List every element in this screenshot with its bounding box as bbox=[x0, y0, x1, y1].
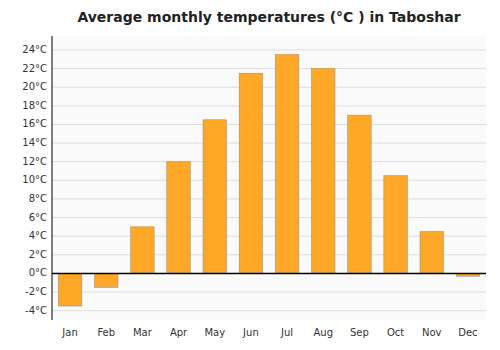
bar bbox=[167, 162, 191, 274]
x-tick-label: Oct bbox=[387, 327, 404, 338]
y-tick-label: 6°C bbox=[29, 212, 47, 223]
bar bbox=[420, 232, 444, 274]
grid-line bbox=[52, 124, 486, 125]
y-axis: -4°C -2°C 0°C 2°C 4°C 6°C 8°C 10°C 12°C 14°C 16°C 1… bbox=[22, 44, 47, 316]
x-tick-label: Sep bbox=[350, 327, 369, 338]
bar bbox=[203, 120, 227, 274]
chart: -4°C -2°C 0°C 2°C 4°C 6°C 8°C 10°C 12°C 14°C 16°C 1… bbox=[0, 0, 500, 350]
grid-line bbox=[52, 143, 486, 144]
grid-line bbox=[52, 273, 486, 274]
bar bbox=[348, 115, 372, 273]
y-tick-label: 2°C bbox=[29, 249, 47, 260]
y-tick-label: 16°C bbox=[22, 118, 47, 129]
chart-container: -4°C -2°C 0°C 2°C 4°C 6°C 8°C 10°C 12°C 14°C 16°C 1… bbox=[0, 0, 500, 350]
bar bbox=[131, 227, 155, 274]
grid-line bbox=[52, 310, 486, 311]
y-tick-label: 10°C bbox=[22, 174, 47, 185]
y-tick-label: 4°C bbox=[29, 230, 47, 241]
y-tick-label: 8°C bbox=[29, 193, 47, 204]
y-tick-label: -2°C bbox=[25, 286, 47, 297]
x-tick-label: Feb bbox=[97, 327, 115, 338]
bar bbox=[275, 55, 299, 274]
x-tick-label: Jul bbox=[280, 327, 293, 338]
x-tick-label: Apr bbox=[170, 327, 188, 338]
grid-line bbox=[52, 105, 486, 106]
zero-line bbox=[52, 273, 486, 275]
x-tick-label: Aug bbox=[313, 327, 333, 338]
plot-area bbox=[52, 36, 486, 320]
bars bbox=[58, 55, 479, 306]
y-tick-label: 14°C bbox=[22, 137, 47, 148]
grid-line bbox=[52, 68, 486, 69]
y-axis-line bbox=[52, 36, 53, 320]
x-tick-label: Jan bbox=[61, 327, 77, 338]
y-tick-label: -4°C bbox=[25, 305, 47, 316]
title: Average monthly temperatures (°C ) in Ta… bbox=[77, 9, 460, 25]
grid-line bbox=[52, 198, 486, 199]
x-tick-label: Nov bbox=[422, 327, 442, 338]
x-tick-label: May bbox=[204, 327, 225, 338]
y-tick-label: 20°C bbox=[22, 81, 47, 92]
x-tick-label: Jun bbox=[242, 327, 259, 338]
bar bbox=[94, 273, 118, 287]
bar bbox=[384, 176, 408, 274]
bar bbox=[239, 73, 263, 273]
y-tick-label: 22°C bbox=[22, 63, 47, 74]
bar bbox=[58, 273, 82, 306]
y-tick-label: 12°C bbox=[22, 156, 47, 167]
grid-line bbox=[52, 292, 486, 293]
y-tick-label: 24°C bbox=[22, 44, 47, 55]
grid-line bbox=[52, 180, 486, 181]
grid-line bbox=[52, 87, 486, 88]
bar bbox=[311, 69, 335, 274]
y-tick-label: 18°C bbox=[22, 100, 47, 111]
y-tick-label: 0°C bbox=[29, 267, 47, 278]
grid bbox=[52, 50, 486, 311]
grid-line bbox=[52, 161, 486, 162]
grid-line bbox=[52, 217, 486, 218]
x-tick-label: Dec bbox=[458, 327, 477, 338]
x-axis: Jan Feb Mar Apr May Jun Jul Aug Sep Oct Nov Dec bbox=[61, 327, 477, 338]
grid-line bbox=[52, 49, 486, 50]
x-tick-label: Mar bbox=[133, 327, 153, 338]
